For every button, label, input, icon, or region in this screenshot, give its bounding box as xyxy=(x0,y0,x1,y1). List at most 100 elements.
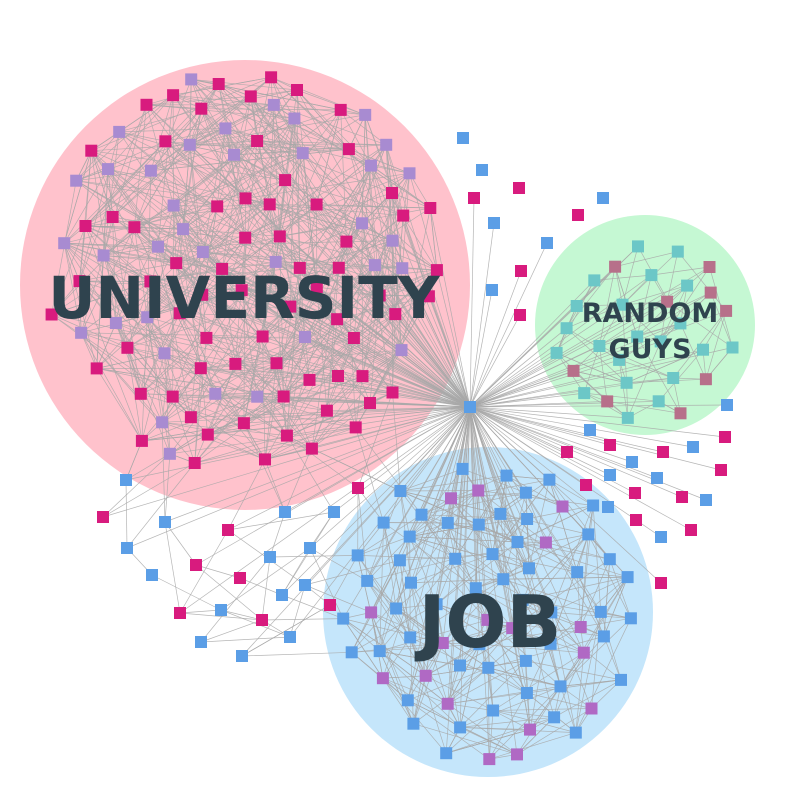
graph-node xyxy=(681,279,694,292)
graph-node xyxy=(632,240,644,253)
graph-node xyxy=(284,300,297,313)
graph-node xyxy=(430,598,443,611)
job-label: JOB xyxy=(414,580,562,664)
graph-node xyxy=(569,726,582,739)
graph-node xyxy=(45,308,58,321)
graph-node xyxy=(441,697,454,710)
graph-node xyxy=(719,431,731,443)
graph-node xyxy=(574,621,587,633)
graph-node xyxy=(194,362,207,375)
graph-node xyxy=(661,295,674,308)
graph-node xyxy=(144,275,157,288)
graph-node xyxy=(545,606,558,619)
graph-node xyxy=(454,721,467,734)
graph-node xyxy=(556,500,569,513)
graph-node xyxy=(700,494,712,506)
graph-node xyxy=(251,390,264,403)
graph-node xyxy=(267,98,280,111)
graph-node xyxy=(200,331,213,344)
graph-node xyxy=(236,650,248,662)
graph-node xyxy=(185,73,198,86)
graph-node xyxy=(73,275,86,288)
graph-node xyxy=(265,71,278,84)
graph-node xyxy=(703,261,716,273)
graph-node xyxy=(120,474,132,486)
graph-node xyxy=(211,200,224,213)
graph-node xyxy=(604,469,616,481)
graph-node xyxy=(159,516,171,528)
graph-node xyxy=(674,407,687,420)
graph-node xyxy=(349,421,362,434)
graph-node xyxy=(310,198,323,211)
graph-node xyxy=(655,577,667,589)
graph-node xyxy=(239,192,252,205)
graph-node xyxy=(235,284,248,297)
graph-node xyxy=(364,397,376,409)
graph-node xyxy=(166,390,179,403)
graph-node xyxy=(347,332,360,344)
hub-node xyxy=(464,401,476,413)
graph-node xyxy=(269,255,282,268)
graph-node xyxy=(449,552,462,565)
graph-node xyxy=(523,562,535,575)
graph-node xyxy=(334,103,347,116)
graph-node xyxy=(407,717,420,730)
graph-node xyxy=(279,506,291,518)
graph-node xyxy=(152,240,164,253)
graph-node xyxy=(234,572,246,584)
graph-node xyxy=(511,536,524,548)
graph-node xyxy=(351,549,364,562)
graph-node xyxy=(256,614,268,626)
graph-node xyxy=(697,343,709,356)
graph-node xyxy=(85,144,98,157)
graph-node xyxy=(571,566,584,579)
graph-node xyxy=(577,646,590,659)
graph-node xyxy=(239,231,252,244)
graph-node xyxy=(486,284,498,296)
graph-node xyxy=(195,102,208,115)
graph-node xyxy=(521,513,534,525)
graph-node xyxy=(674,317,687,330)
graph-node xyxy=(79,220,92,232)
graph-node xyxy=(500,469,513,482)
graph-node xyxy=(582,528,595,541)
graph-node xyxy=(593,340,606,352)
graph-node xyxy=(472,484,485,497)
graph-node xyxy=(173,307,186,320)
graph-node xyxy=(519,654,532,667)
graph-node xyxy=(626,456,638,468)
graph-node xyxy=(377,516,390,529)
graph-node xyxy=(209,387,222,400)
graph-node xyxy=(548,711,561,724)
graph-node xyxy=(520,687,533,699)
graph-node xyxy=(299,331,311,343)
graph-node xyxy=(624,612,637,625)
graph-node xyxy=(597,192,609,204)
graph-node xyxy=(167,89,180,102)
graph-node xyxy=(676,491,688,503)
graph-node xyxy=(121,341,134,354)
graph-node xyxy=(726,341,739,354)
graph-node xyxy=(654,335,667,348)
graph-node xyxy=(404,631,417,644)
graph-node xyxy=(601,395,614,408)
graph-node xyxy=(481,613,494,626)
graph-node xyxy=(188,457,201,469)
graph-node xyxy=(163,447,176,460)
graph-node xyxy=(376,672,389,685)
graph-node xyxy=(594,605,607,618)
graph-node xyxy=(361,574,374,587)
graph-node xyxy=(615,673,627,686)
graph-node xyxy=(386,187,398,199)
graph-node xyxy=(445,492,457,505)
graph-node xyxy=(436,637,449,649)
graph-node xyxy=(264,551,276,563)
graph-node xyxy=(513,182,525,194)
graph-node xyxy=(386,386,399,399)
graph-node xyxy=(135,434,148,447)
graph-node xyxy=(196,288,209,301)
graph-node xyxy=(403,167,416,180)
graph-node xyxy=(687,441,699,453)
graph-node xyxy=(201,428,214,441)
graph-node xyxy=(476,164,488,176)
